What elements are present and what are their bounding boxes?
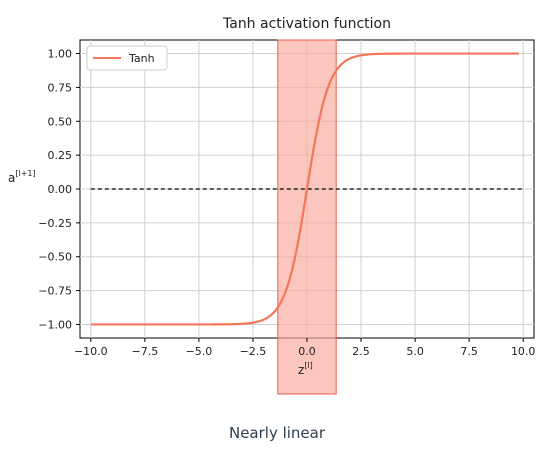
x-axis-label-base: z <box>298 363 304 377</box>
highlight-region <box>277 39 337 395</box>
x-tick-label: −10.0 <box>74 345 108 358</box>
tanh-curve <box>90 52 519 326</box>
y-axis-label-superscript: [l+1] <box>15 169 35 178</box>
chart-title: Tanh activation function <box>222 16 391 32</box>
y-tick-label: −0.75 <box>38 285 72 298</box>
y-tick-label: 0.50 <box>48 115 73 128</box>
series-group <box>90 52 524 326</box>
x-tick-label: 10.0 <box>511 345 536 358</box>
x-tick-label: −2.5 <box>240 345 267 358</box>
legend: Tanh <box>86 45 168 71</box>
y-tick-label: 0.75 <box>48 81 73 94</box>
x-axis-label-superscript: [l] <box>304 361 312 370</box>
x-axis-label: z[l] <box>298 361 313 377</box>
y-tick-label: −1.00 <box>38 318 72 331</box>
y-tick-label: −0.50 <box>38 251 72 264</box>
y-axis-label: a[l+1] <box>8 169 36 185</box>
x-tick-label: 7.5 <box>460 345 478 358</box>
tanh-chart: −10.0 −7.5 −5.0 −2.5 0.0 2.5 5.0 7.5 10.0 1.00 0.7… <box>8 16 535 395</box>
highlight-group <box>277 39 337 395</box>
y-tick-label: −0.25 <box>38 217 72 230</box>
x-tick-label: 5.0 <box>406 345 424 358</box>
y-tick-label: 1.00 <box>48 48 73 61</box>
y-tick-label: 0.00 <box>48 183 73 196</box>
legend-box <box>86 45 168 71</box>
x-tick-label: −5.0 <box>186 345 213 358</box>
legend-label: Tanh <box>128 52 155 65</box>
annotation-text: Nearly linear <box>228 424 326 442</box>
x-tick-label: 2.5 <box>352 345 370 358</box>
axes-group: −10.0 −7.5 −5.0 −2.5 0.0 2.5 5.0 7.5 10.0 1.00 0.7… <box>38 48 535 358</box>
x-tick-label: 0.0 <box>298 345 316 358</box>
y-axis-label-base: a <box>8 171 15 185</box>
x-tick-label: −7.5 <box>131 345 158 358</box>
y-tick-label: 0.25 <box>48 149 73 162</box>
